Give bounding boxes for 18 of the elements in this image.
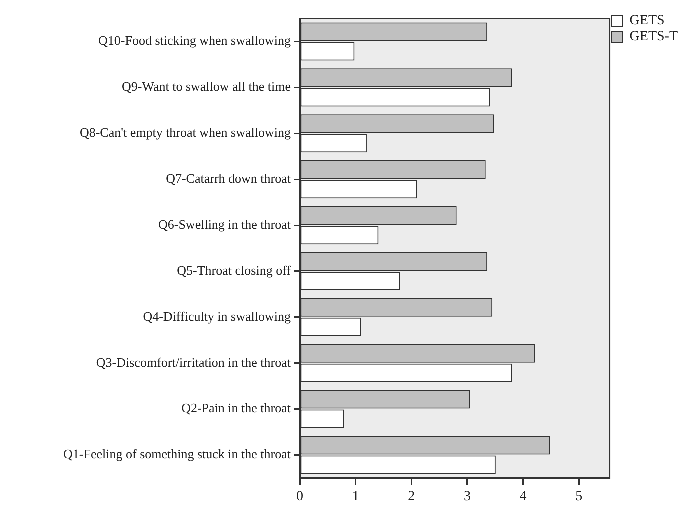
x-tick-label: 3 — [464, 489, 471, 504]
y-tick-label: Q7-Catarrh down throat — [166, 171, 292, 186]
x-tick-label: 4 — [520, 489, 527, 504]
x-tick-label: 0 — [296, 489, 304, 504]
y-tick-label: Q5-Throat closing off — [177, 262, 292, 278]
legend-label: GETS-T — [630, 30, 678, 45]
y-tick-label: Q3-Discomfort/irritation in the throat — [96, 354, 292, 370]
y-tick-label: Q6-Swelling in the throat — [158, 216, 292, 232]
legend-label: GETS — [630, 14, 665, 29]
x-tick-label: 1 — [352, 489, 360, 504]
y-tick-label: Q2-Pain in the throat — [182, 400, 292, 416]
x-tick-label: 2 — [408, 489, 416, 504]
x-tick-label: 5 — [576, 489, 583, 504]
y-tick-label: Q1-Feeling of something stuck in the throat — [64, 446, 292, 462]
y-tick-label: Q10-Food sticking when swallowing — [98, 33, 292, 48]
y-tick-label: Q4-Difficulty in swallowing — [143, 308, 292, 324]
y-tick-label: Q9-Want to swallow all the time — [122, 79, 292, 94]
y-tick-label: Q8-Can't empty throat when swallowing — [80, 125, 292, 140]
